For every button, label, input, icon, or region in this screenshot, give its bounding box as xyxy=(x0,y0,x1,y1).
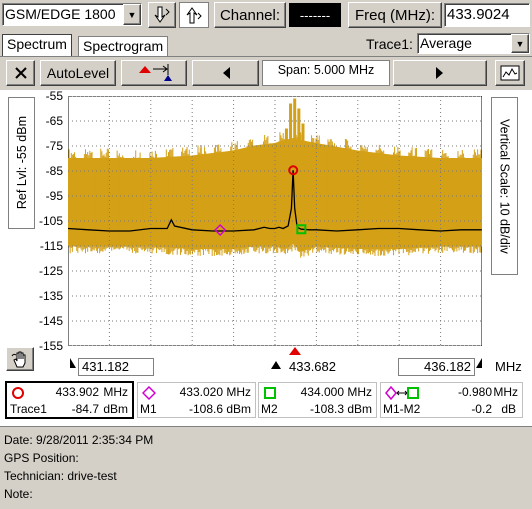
spectrum-plot[interactable] xyxy=(68,96,482,346)
marker-to-center-icon xyxy=(139,64,172,81)
span-display[interactable]: Span: 5.000 MHz xyxy=(262,60,390,86)
y-tick-label: -145 xyxy=(38,314,63,328)
band-value: GSM/EDGE 1800 xyxy=(5,6,116,22)
marker-name: M2 xyxy=(261,402,278,416)
info-note: Note: xyxy=(4,487,33,501)
vertical-scale-label: Vertical Scale: 10 dB/div xyxy=(497,118,512,254)
channel-label: Channel: xyxy=(214,2,286,28)
y-tick-label: -135 xyxy=(38,289,63,303)
info-technician: Technician: drive-test xyxy=(4,469,117,483)
info-date: Date: 9/28/2011 2:35:34 PM xyxy=(4,433,154,447)
trace-line xyxy=(68,170,482,232)
y-tick-label: -105 xyxy=(38,214,63,228)
marker-level: -84.7 xyxy=(71,402,99,416)
marker-freq-unit: MHz xyxy=(226,385,251,399)
marker-cell-m1[interactable]: 433.020 MHz M1 -108.6 dBm xyxy=(137,382,256,418)
screen-capture-button[interactable] xyxy=(495,60,525,86)
y-tick-label: -85 xyxy=(45,164,63,178)
y-tick-label: -55 xyxy=(45,89,63,103)
freq-center-label: 433.682 xyxy=(289,359,336,374)
right-arrow-icon xyxy=(436,67,443,79)
left-arrow-button[interactable] xyxy=(192,60,259,86)
freq-unit-label: MHz xyxy=(495,359,522,374)
freq-label: Freq (MHz): xyxy=(348,2,442,28)
autolevel-button[interactable]: AutoLevel xyxy=(40,60,116,86)
tab-spectrum[interactable]: Spectrum xyxy=(2,34,72,56)
marker-freq: 433.020 xyxy=(179,385,223,399)
pointer-down-button[interactable] xyxy=(148,2,176,28)
marker-M2 xyxy=(296,224,307,235)
tab-spectrogram[interactable]: Spectrogram xyxy=(78,36,169,56)
marker-level-unit: dB xyxy=(501,402,516,416)
chevron-down-icon[interactable]: ▼ xyxy=(123,4,141,25)
marker-M1 xyxy=(214,223,227,237)
trace-value: Average xyxy=(420,35,472,51)
y-tick-label: -75 xyxy=(45,139,63,153)
y-axis: -55 -65 -75 -85 -95 -105 -115 -125 -135 -145 -155 xyxy=(30,90,66,360)
freq-input[interactable]: 433.9024 xyxy=(444,3,530,27)
marker-freq-unit: MHz xyxy=(347,385,372,399)
center-peak-marker-icon xyxy=(289,347,301,355)
y-tick-label: -95 xyxy=(45,189,63,203)
circle-marker-icon xyxy=(12,387,24,399)
pointer-up-icon xyxy=(186,7,202,24)
band-select[interactable]: GSM/EDGE 1800 ▼ xyxy=(2,3,142,26)
diamond-marker-icon xyxy=(142,386,156,400)
marker-cell-trace1[interactable]: 433.902 MHz Trace1 -84.7 dBm xyxy=(5,381,134,419)
pointer-down-icon xyxy=(154,6,170,23)
y-tick-label: -155 xyxy=(38,339,63,353)
marker-freq: -0.980 xyxy=(457,385,492,399)
vertical-scale-button[interactable]: Vertical Scale: 10 dB/div xyxy=(491,97,518,275)
marker-freq-unit: MHz xyxy=(493,385,518,399)
marker-level-unit: dBm xyxy=(103,402,128,416)
screen-capture-icon xyxy=(500,65,520,81)
ref-level-button[interactable]: Ref Lvl: -55 dBm xyxy=(8,97,35,229)
left-arrow-icon xyxy=(222,67,230,79)
info-gps: GPS Position: xyxy=(4,451,79,465)
y-tick-label: -65 xyxy=(45,114,63,128)
marker-name: M1 xyxy=(140,402,157,416)
marker-freq-unit: MHz xyxy=(103,385,128,399)
pan-button[interactable] xyxy=(6,347,34,371)
channel-value[interactable]: ------- xyxy=(289,3,341,27)
ref-level-label: Ref Lvl: -55 dBm xyxy=(14,116,29,210)
freq-end-field[interactable]: 436.182 xyxy=(398,358,475,376)
start-marker-icon xyxy=(70,358,76,368)
y-tick-label: -115 xyxy=(39,239,63,253)
hand-pan-icon xyxy=(11,351,26,368)
marker-level: -0.2 xyxy=(471,402,492,416)
marker-level-unit: dBm xyxy=(226,402,251,416)
marker-cell-m2[interactable]: 434.000 MHz M2 -108.3 dBm xyxy=(258,382,377,418)
marker-to-center-button[interactable] xyxy=(121,60,187,86)
trace-label: Trace1: xyxy=(366,36,413,52)
marker-name: M1-M2 xyxy=(383,402,421,416)
end-marker-icon xyxy=(476,358,482,368)
close-button[interactable] xyxy=(6,60,35,86)
marker-freq: 433.902 xyxy=(55,385,99,399)
marker-level-unit: dBm xyxy=(347,402,372,416)
marker-cell-delta[interactable]: -0.980 MHz M1-M2 -0.2 dB xyxy=(380,382,523,418)
marker-freq: 434.000 xyxy=(300,385,344,399)
trace-select[interactable]: Average ▼ xyxy=(417,33,530,54)
freq-start-field[interactable]: 431.182 xyxy=(78,358,154,376)
delta-marker-icon xyxy=(385,386,419,400)
pointer-up-button[interactable] xyxy=(179,2,209,28)
y-tick-label: -125 xyxy=(38,264,63,278)
center-marker-icon xyxy=(271,361,281,369)
chevron-down-icon[interactable]: ▼ xyxy=(511,34,529,53)
close-icon xyxy=(14,67,27,79)
square-marker-icon xyxy=(264,387,276,399)
marker-name: Trace1 xyxy=(10,402,47,416)
info-panel: Date: 9/28/2011 2:35:34 PM GPS Position:… xyxy=(0,426,532,509)
marker-level: -108.3 xyxy=(309,402,344,416)
marker-level: -108.6 xyxy=(188,402,223,416)
right-arrow-button[interactable] xyxy=(393,60,487,86)
marker-M0 xyxy=(288,165,299,176)
